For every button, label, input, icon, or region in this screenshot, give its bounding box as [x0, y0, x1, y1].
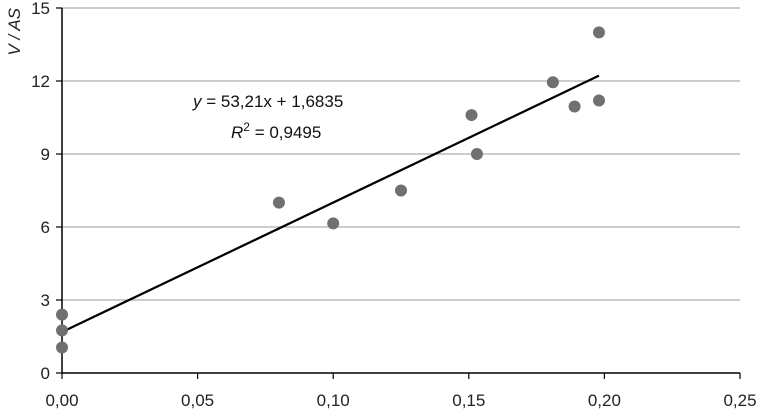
- x-tick-label-5: 0,25: [723, 391, 756, 410]
- equation-rhs: = 53,21x + 1,6835: [202, 92, 344, 111]
- y-ticks: 0 3 6 9 12 15: [31, 0, 62, 383]
- y-tick-label-2: 6: [41, 218, 50, 237]
- y-tick-label-0: 0: [41, 364, 50, 383]
- r-squared: R2 = 0,9495: [231, 120, 321, 142]
- data-points: [56, 26, 605, 354]
- data-point-4: [327, 217, 340, 230]
- data-point-6: [465, 109, 478, 122]
- data-point-5: [395, 184, 407, 197]
- y-tick-label-4: 12: [31, 72, 50, 91]
- r-squared-symbol: R: [231, 123, 243, 142]
- regression-equation: y = 53,21x + 1,6835: [192, 92, 343, 111]
- data-point-7: [470, 148, 483, 160]
- x-tick-label-0: 0,00: [45, 391, 78, 410]
- trendline: [61, 74, 600, 334]
- x-ticks: 0,00 0,05 0,10 0,15 0,20 0,25: [45, 373, 757, 410]
- equation-lhs: y: [192, 92, 203, 111]
- y-tick-label-3: 9: [41, 145, 50, 164]
- data-point-11: [592, 26, 605, 39]
- data-point-0: [56, 308, 68, 321]
- data-point-10: [592, 94, 605, 107]
- y-axis-title: V / AS: [5, 7, 24, 55]
- data-point-1: [56, 324, 68, 337]
- x-tick-label-1: 0,05: [181, 391, 214, 410]
- y-tick-label-1: 3: [41, 291, 50, 310]
- x-tick-label-3: 0,15: [452, 391, 485, 410]
- r-squared-exponent: 2: [243, 120, 250, 134]
- data-point-8: [546, 76, 559, 89]
- data-point-3: [272, 196, 285, 209]
- x-tick-label-4: 0,20: [588, 391, 621, 410]
- trendline-equation: y = 53,21x + 1,6835 R2 = 0,9495: [192, 92, 343, 142]
- x-tick-label-2: 0,10: [317, 391, 350, 410]
- data-point-2: [56, 341, 68, 354]
- y-tick-label-5: 15: [31, 0, 50, 18]
- data-point-9: [568, 100, 581, 113]
- r-squared-value: = 0,9495: [250, 123, 321, 142]
- grid: [62, 7, 740, 301]
